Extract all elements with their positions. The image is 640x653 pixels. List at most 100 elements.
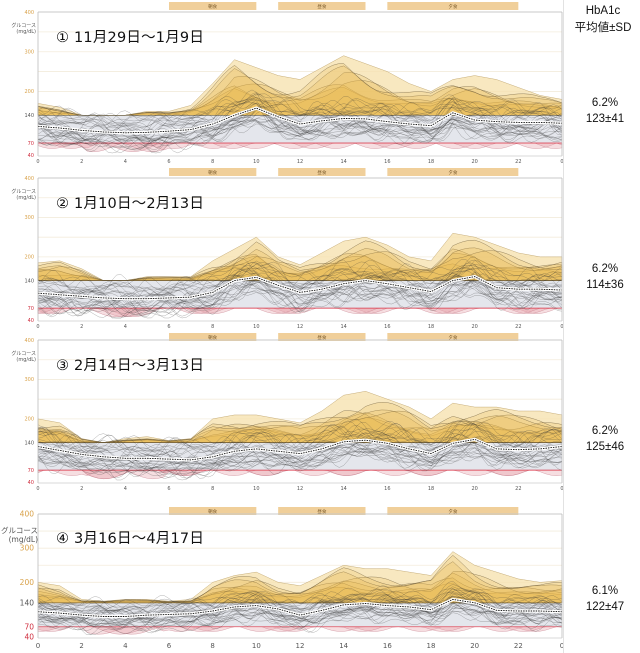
x-tick-label: 22 [515, 159, 521, 165]
hba1c-header: HbA1c 平均値±SD [566, 3, 640, 37]
mean-sd-value: 125±46 [585, 440, 625, 453]
daily-trace [37, 93, 563, 127]
y-tick-label: 300 [24, 377, 34, 383]
daily-trace [37, 451, 563, 476]
hba1c-value: 6.2% [591, 424, 619, 437]
daily-trace [37, 425, 563, 464]
daily-trace [37, 420, 563, 453]
high-area-light [37, 551, 563, 604]
high-area [37, 410, 563, 443]
y-tick-label: 200 [20, 578, 35, 587]
meal-label: 昼食 [317, 508, 326, 515]
daily-trace [37, 445, 563, 472]
x-tick-label: 0 [560, 159, 563, 165]
x-tick-label: 0 [36, 324, 39, 330]
daily-trace [37, 94, 563, 129]
meal-bar-0 [169, 168, 257, 176]
meal-label: 昼食 [317, 169, 326, 176]
x-tick-label: 22 [515, 486, 521, 492]
x-tick-label: 8 [210, 642, 214, 650]
y-tick-label: 200 [24, 89, 34, 95]
x-tick-label: 20 [471, 159, 477, 165]
high-area [37, 409, 563, 443]
x-tick-label: 12 [296, 642, 305, 650]
y-tick-label: 40 [28, 153, 34, 159]
y-tick-label: 400 [24, 176, 34, 182]
daily-trace [37, 117, 563, 153]
y-tick-label: 40 [24, 633, 34, 642]
high-area [37, 571, 563, 604]
hba1c-value: 6.2% [591, 97, 619, 110]
daily-trace [37, 436, 563, 464]
y-axis-label: グルコース (mg/dL) [2, 189, 36, 201]
daily-trace [37, 93, 563, 131]
y-axis-label-line2: (mg/dL) [16, 29, 36, 35]
high-area [37, 63, 563, 116]
meal-label: 昼食 [317, 334, 326, 341]
daily-trace [37, 120, 563, 154]
daily-trace [37, 446, 563, 478]
daily-trace [37, 259, 563, 296]
x-tick-label: 4 [124, 324, 127, 330]
right-column-divider [563, 0, 564, 653]
meal-bar-0 [169, 507, 257, 515]
daily-trace [37, 592, 563, 622]
meal-bar-1 [278, 168, 366, 176]
daily-trace [37, 275, 563, 309]
x-tick-label: 14 [340, 486, 346, 492]
panel-title: ③ 2月14日～3月13日 [56, 358, 205, 374]
x-tick-label: 18 [428, 486, 434, 492]
high-area-light [37, 391, 563, 443]
daily-trace [37, 265, 563, 296]
x-tick-label: 2 [79, 642, 83, 650]
x-tick-label: 8 [211, 486, 214, 492]
y-axis-label-line2: (mg/dL) [16, 195, 36, 201]
x-tick-label: 16 [384, 486, 390, 492]
daily-trace [37, 419, 563, 455]
x-tick-label: 16 [384, 324, 390, 330]
daily-trace [37, 607, 563, 635]
panel-title: ① 11月29日～1月9日 [56, 30, 205, 46]
daily-trace [37, 595, 563, 617]
x-tick-label: 10 [252, 642, 261, 650]
daily-trace [37, 586, 563, 614]
x-tick-label: 0 [36, 642, 40, 650]
x-tick-label: 10 [253, 159, 259, 165]
y-tick-label: 140 [20, 598, 35, 607]
x-tick-label: 0 [560, 486, 563, 492]
y-tick-label: 400 [24, 10, 34, 16]
x-tick-label: 0 [36, 486, 39, 492]
x-tick-label: 6 [167, 486, 170, 492]
x-tick-label: 18 [428, 324, 434, 330]
x-tick-label: 16 [383, 642, 392, 650]
daily-trace [37, 275, 563, 313]
median-line [37, 598, 563, 617]
daily-trace [37, 605, 563, 634]
x-tick-label: 12 [297, 486, 303, 492]
daily-trace [37, 581, 563, 611]
daily-trace [37, 588, 563, 615]
high-area [37, 555, 563, 604]
y-axis-label: グルコース (mg/dL) [0, 526, 38, 544]
x-tick-label: 4 [123, 642, 128, 650]
daily-trace [37, 584, 563, 608]
y-axis-label-line1: グルコース [11, 351, 36, 357]
x-tick-label: 0 [36, 159, 39, 165]
meal-label: 夕食 [448, 334, 457, 341]
y-tick-label: 140 [24, 278, 34, 284]
y-tick-label: 70 [24, 622, 34, 631]
y-tick-label: 200 [24, 255, 34, 261]
meal-bar-2 [387, 333, 519, 341]
daily-trace [37, 97, 563, 128]
y-axis-label-line2: (mg/dL) [8, 535, 38, 544]
daily-trace [37, 271, 563, 317]
daily-trace [37, 426, 563, 460]
meal-bar-2 [387, 2, 519, 10]
x-tick-label: 22 [514, 642, 523, 650]
x-tick-label: 10 [253, 324, 259, 330]
panel-stats: 6.2% 123±41 [570, 95, 640, 127]
y-axis-label-line2: (mg/dL) [16, 357, 36, 363]
daily-trace [37, 437, 563, 479]
